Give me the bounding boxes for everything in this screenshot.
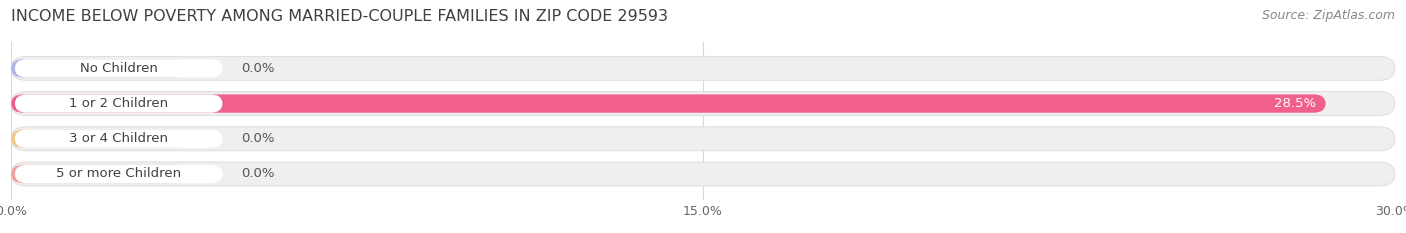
FancyBboxPatch shape [15, 165, 222, 183]
FancyBboxPatch shape [11, 130, 187, 148]
FancyBboxPatch shape [15, 59, 222, 78]
Text: 0.0%: 0.0% [240, 132, 274, 145]
FancyBboxPatch shape [11, 165, 187, 183]
FancyBboxPatch shape [11, 92, 1395, 116]
FancyBboxPatch shape [11, 94, 1326, 113]
Text: No Children: No Children [80, 62, 157, 75]
Text: 28.5%: 28.5% [1274, 97, 1316, 110]
Text: 1 or 2 Children: 1 or 2 Children [69, 97, 169, 110]
FancyBboxPatch shape [15, 130, 222, 148]
FancyBboxPatch shape [11, 162, 1395, 186]
Text: INCOME BELOW POVERTY AMONG MARRIED-COUPLE FAMILIES IN ZIP CODE 29593: INCOME BELOW POVERTY AMONG MARRIED-COUPL… [11, 9, 668, 24]
FancyBboxPatch shape [11, 59, 187, 78]
Text: 0.0%: 0.0% [240, 62, 274, 75]
FancyBboxPatch shape [11, 56, 1395, 80]
Text: 0.0%: 0.0% [240, 168, 274, 181]
Text: Source: ZipAtlas.com: Source: ZipAtlas.com [1261, 9, 1395, 22]
FancyBboxPatch shape [11, 127, 1395, 151]
Text: 5 or more Children: 5 or more Children [56, 168, 181, 181]
FancyBboxPatch shape [15, 94, 222, 113]
Text: 3 or 4 Children: 3 or 4 Children [69, 132, 169, 145]
